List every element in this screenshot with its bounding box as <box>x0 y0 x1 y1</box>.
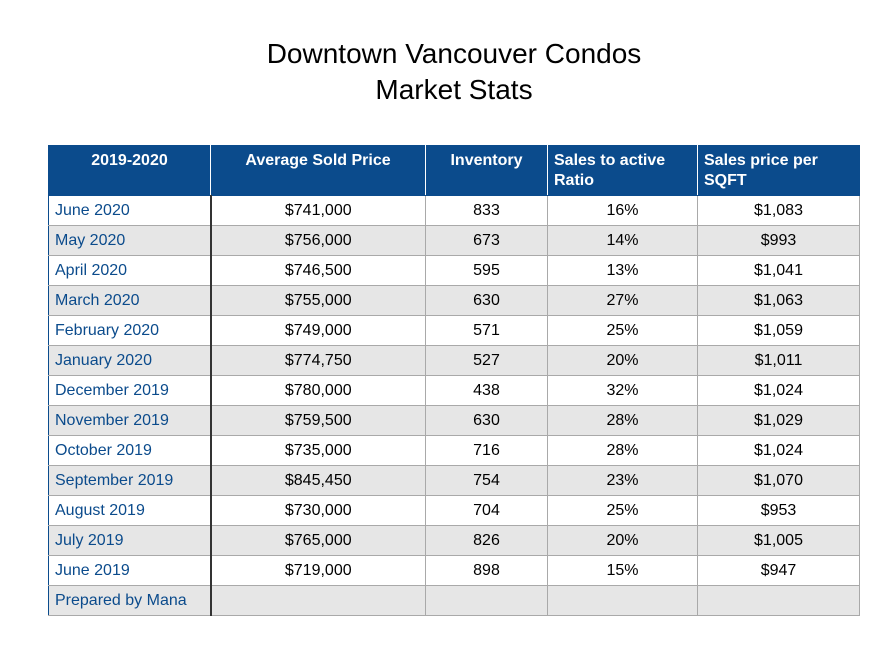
cell-inventory: 630 <box>425 405 548 436</box>
title-line-2: Market Stats <box>375 74 533 105</box>
header-average-sold-price: Average Sold Price <box>210 145 426 196</box>
cell-sales-price-per-sqft <box>697 585 860 616</box>
table-row: May 2020 $756,000 673 14% $993 <box>48 225 860 256</box>
cell-average-sold-price: $741,000 <box>210 195 426 226</box>
table-row: March 2020 $755,000 630 27% $1,063 <box>48 285 860 316</box>
cell-month: Prepared by Mana <box>48 585 212 616</box>
header-sales-price-per-sqft: Sales price per SQFT <box>697 145 860 196</box>
cell-average-sold-price: $774,750 <box>210 345 426 376</box>
header-sales-to-active-ratio: Sales to active Ratio <box>547 145 698 196</box>
cell-average-sold-price: $735,000 <box>210 435 426 466</box>
table-row: April 2020 $746,500 595 13% $1,041 <box>48 255 860 286</box>
cell-sales-to-active-ratio: 16% <box>547 195 698 226</box>
cell-inventory: 826 <box>425 525 548 556</box>
table-row: Prepared by Mana <box>48 585 860 616</box>
cell-inventory: 571 <box>425 315 548 346</box>
cell-inventory: 898 <box>425 555 548 586</box>
table-row: August 2019 $730,000 704 25% $953 <box>48 495 860 526</box>
cell-inventory: 595 <box>425 255 548 286</box>
cell-average-sold-price <box>210 585 426 616</box>
cell-sales-to-active-ratio <box>547 585 698 616</box>
cell-month: October 2019 <box>48 435 212 466</box>
table-row: June 2019 $719,000 898 15% $947 <box>48 555 860 586</box>
cell-average-sold-price: $780,000 <box>210 375 426 406</box>
table-header-row: 2019-2020 Average Sold Price Inventory S… <box>48 145 860 196</box>
cell-average-sold-price: $730,000 <box>210 495 426 526</box>
title-line-1: Downtown Vancouver Condos <box>266 38 642 69</box>
page-title: Downtown Vancouver Condos Market Stats <box>0 36 894 108</box>
cell-sales-price-per-sqft: $1,011 <box>697 345 860 376</box>
table-row: December 2019 $780,000 438 32% $1,024 <box>48 375 860 406</box>
cell-month: December 2019 <box>48 375 212 406</box>
cell-sales-to-active-ratio: 25% <box>547 315 698 346</box>
cell-month: March 2020 <box>48 285 212 316</box>
cell-month: January 2020 <box>48 345 212 376</box>
cell-sales-to-active-ratio: 20% <box>547 525 698 556</box>
header-inventory: Inventory <box>425 145 548 196</box>
cell-inventory: 754 <box>425 465 548 496</box>
cell-sales-price-per-sqft: $1,083 <box>697 195 860 226</box>
cell-sales-price-per-sqft: $1,070 <box>697 465 860 496</box>
cell-inventory: 704 <box>425 495 548 526</box>
cell-inventory: 833 <box>425 195 548 226</box>
header-period: 2019-2020 <box>48 145 211 196</box>
table-row: June 2020 $741,000 833 16% $1,083 <box>48 195 860 226</box>
cell-inventory: 673 <box>425 225 548 256</box>
cell-sales-price-per-sqft: $1,063 <box>697 285 860 316</box>
cell-sales-price-per-sqft: $1,024 <box>697 435 860 466</box>
cell-average-sold-price: $759,500 <box>210 405 426 436</box>
cell-sales-to-active-ratio: 27% <box>547 285 698 316</box>
cell-month: June 2019 <box>48 555 212 586</box>
cell-sales-to-active-ratio: 28% <box>547 435 698 466</box>
cell-sales-price-per-sqft: $947 <box>697 555 860 586</box>
table-row: October 2019 $735,000 716 28% $1,024 <box>48 435 860 466</box>
cell-average-sold-price: $749,000 <box>210 315 426 346</box>
table-body: June 2020 $741,000 833 16% $1,083 May 2020 $75… <box>48 195 860 616</box>
cell-average-sold-price: $765,000 <box>210 525 426 556</box>
cell-sales-price-per-sqft: $993 <box>697 225 860 256</box>
cell-inventory: 716 <box>425 435 548 466</box>
cell-sales-to-active-ratio: 13% <box>547 255 698 286</box>
cell-inventory <box>425 585 548 616</box>
cell-inventory: 630 <box>425 285 548 316</box>
cell-month: November 2019 <box>48 405 212 436</box>
table-row: January 2020 $774,750 527 20% $1,011 <box>48 345 860 376</box>
cell-sales-price-per-sqft: $1,029 <box>697 405 860 436</box>
cell-average-sold-price: $719,000 <box>210 555 426 586</box>
cell-sales-price-per-sqft: $1,041 <box>697 255 860 286</box>
cell-sales-to-active-ratio: 32% <box>547 375 698 406</box>
cell-average-sold-price: $755,000 <box>210 285 426 316</box>
cell-sales-to-active-ratio: 28% <box>547 405 698 436</box>
cell-month: May 2020 <box>48 225 212 256</box>
cell-month: September 2019 <box>48 465 212 496</box>
table-row: November 2019 $759,500 630 28% $1,029 <box>48 405 860 436</box>
cell-month: February 2020 <box>48 315 212 346</box>
table-row: September 2019 $845,450 754 23% $1,070 <box>48 465 860 496</box>
cell-sales-price-per-sqft: $953 <box>697 495 860 526</box>
cell-month: April 2020 <box>48 255 212 286</box>
table-row: July 2019 $765,000 826 20% $1,005 <box>48 525 860 556</box>
table-row: February 2020 $749,000 571 25% $1,059 <box>48 315 860 346</box>
cell-average-sold-price: $845,450 <box>210 465 426 496</box>
cell-month: July 2019 <box>48 525 212 556</box>
market-stats-table: 2019-2020 Average Sold Price Inventory S… <box>48 145 860 616</box>
cell-average-sold-price: $746,500 <box>210 255 426 286</box>
cell-inventory: 438 <box>425 375 548 406</box>
cell-inventory: 527 <box>425 345 548 376</box>
cell-sales-to-active-ratio: 15% <box>547 555 698 586</box>
cell-sales-price-per-sqft: $1,059 <box>697 315 860 346</box>
cell-sales-to-active-ratio: 23% <box>547 465 698 496</box>
cell-sales-price-per-sqft: $1,024 <box>697 375 860 406</box>
cell-month: June 2020 <box>48 195 212 226</box>
cell-sales-to-active-ratio: 25% <box>547 495 698 526</box>
cell-average-sold-price: $756,000 <box>210 225 426 256</box>
cell-sales-to-active-ratio: 20% <box>547 345 698 376</box>
cell-sales-to-active-ratio: 14% <box>547 225 698 256</box>
cell-month: August 2019 <box>48 495 212 526</box>
cell-sales-price-per-sqft: $1,005 <box>697 525 860 556</box>
